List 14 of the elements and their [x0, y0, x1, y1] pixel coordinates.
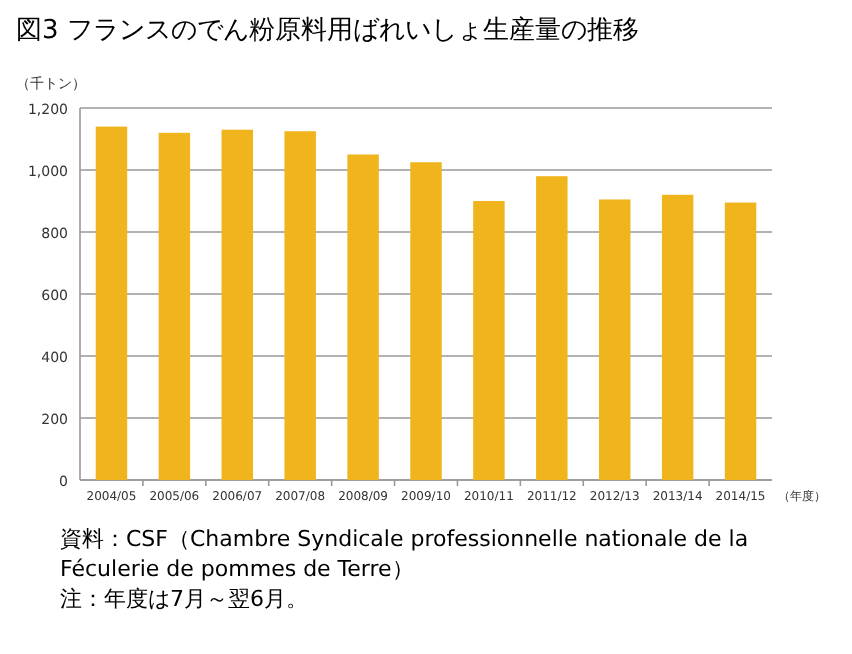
- text: 資料：CSF（Chambre Syndicale professionnelle nationale de la Féculerie de pommes de Terre）: [60, 524, 751, 584]
- bar: [473, 201, 505, 480]
- bar: [724, 202, 757, 480]
- bar: [221, 129, 253, 480]
- bar: [158, 132, 191, 480]
- chart-title: 図3 フランスのでん粉原料用ばれいしょ生産量の推移: [16, 14, 639, 46]
- bar: [410, 162, 442, 480]
- bar: [599, 199, 631, 480]
- bar: [661, 194, 694, 480]
- bar: [536, 176, 568, 480]
- bar: [347, 154, 379, 480]
- text: 注：年度は7月～翌6月。: [60, 584, 310, 614]
- bar: [95, 126, 128, 480]
- bar: [284, 131, 316, 480]
